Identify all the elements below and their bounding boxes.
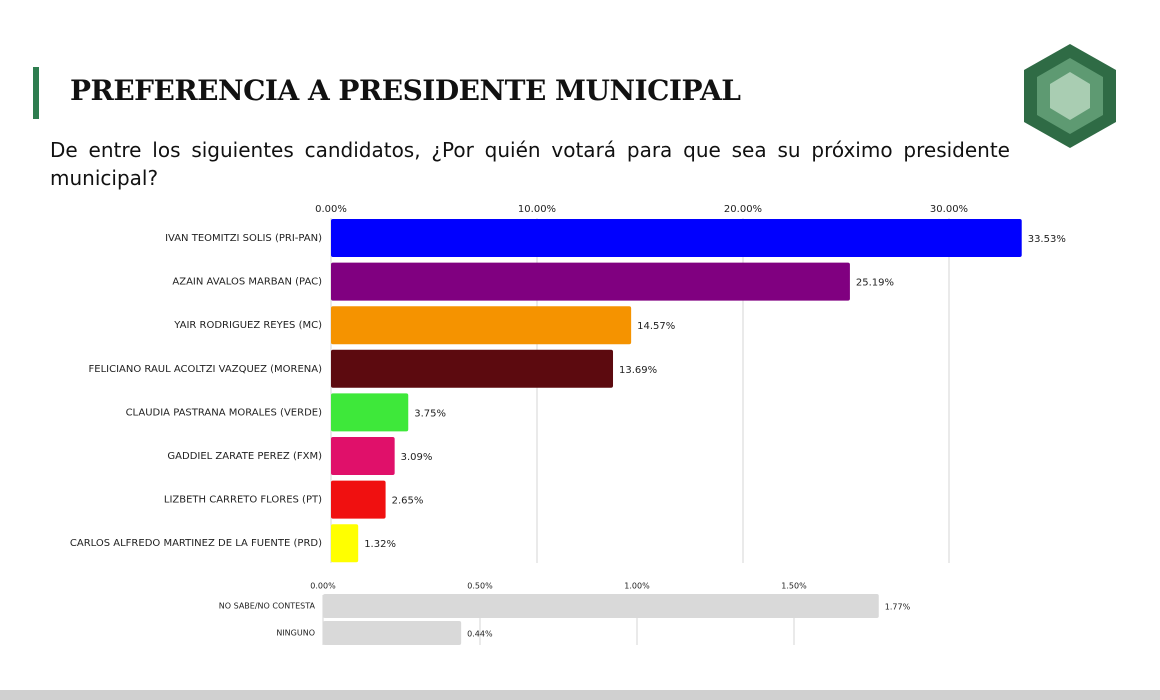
bar — [331, 437, 395, 475]
page-title: PREFERENCIA A PRESIDENTE MUNICIPAL — [70, 74, 741, 107]
category-label: AZAIN AVALOS MARBAN (PAC) — [172, 277, 322, 288]
value-label: 0.44% — [467, 630, 493, 639]
x-tick-label: 1.50% — [781, 582, 807, 591]
bar — [323, 621, 462, 645]
bar — [331, 219, 1022, 257]
value-label: 13.69% — [619, 365, 657, 376]
x-tick-label: 0.00% — [310, 582, 336, 591]
category-label: LIZBETH CARRETO FLORES (PT) — [164, 495, 322, 506]
x-tick-label: 20.00% — [724, 204, 762, 215]
category-label: NINGUNO — [276, 629, 315, 638]
value-label: 1.32% — [364, 539, 396, 550]
value-label: 3.09% — [401, 452, 433, 463]
value-label: 1.77% — [885, 603, 911, 612]
bar — [331, 262, 850, 301]
x-tick-label: 10.00% — [518, 204, 556, 215]
x-tick-label: 30.00% — [930, 204, 968, 215]
category-label: GADDIEL ZARATE PEREZ (FXM) — [167, 451, 322, 462]
bar — [331, 393, 409, 432]
x-tick-label: 1.00% — [624, 582, 650, 591]
bar — [331, 524, 359, 563]
category-label: FELICIANO RAUL ACOLTZI VAZQUEZ (MORENA) — [89, 364, 323, 375]
category-label: IVAN TEOMITZI SOLIS (PRI-PAN) — [165, 233, 322, 244]
category-label: CLAUDIA PASTRANA MORALES (VERDE) — [126, 407, 323, 418]
category-label: YAIR RODRIGUEZ REYES (MC) — [173, 320, 322, 331]
bar — [331, 306, 632, 345]
bar — [331, 480, 386, 519]
bar — [323, 594, 879, 618]
page-subtitle: De entre los siguientes candidatos, ¿Por… — [50, 138, 1010, 190]
category-label: NO SABE/NO CONTESTA — [219, 602, 316, 611]
logo — [1024, 44, 1116, 148]
accent-bar — [33, 67, 39, 119]
value-label: 33.53% — [1028, 234, 1066, 245]
x-tick-label: 0.00% — [315, 204, 347, 215]
value-label: 14.57% — [637, 321, 675, 332]
category-label: CARLOS ALFREDO MARTINEZ DE LA FUENTE (PR… — [70, 538, 322, 549]
x-tick-label: 0.50% — [467, 582, 493, 591]
value-label: 3.75% — [414, 408, 446, 419]
footer-band — [0, 690, 1160, 700]
bar — [331, 349, 614, 388]
value-label: 25.19% — [856, 278, 894, 289]
value-label: 2.65% — [392, 496, 424, 507]
